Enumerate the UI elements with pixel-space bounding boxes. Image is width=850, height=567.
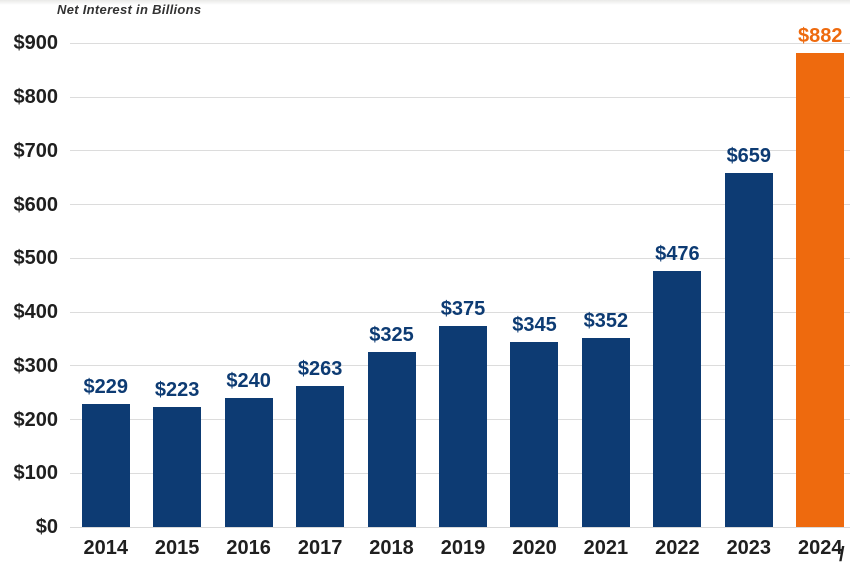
bar-2018 (367, 352, 416, 527)
bar-value-label: $240 (226, 370, 271, 393)
gridline (70, 311, 850, 313)
bar-value-label: $229 (83, 375, 128, 398)
x-tick-label: 2024 (798, 537, 843, 559)
x-tick-label: 2014 (83, 537, 128, 559)
footnote-mark: / (839, 544, 845, 566)
y-tick-label: $100 (13, 462, 59, 485)
bar-value-label: $263 (297, 357, 343, 380)
y-tick-label: $800 (13, 86, 59, 109)
bar-2021 (581, 337, 630, 527)
y-tick-label: $600 (13, 193, 59, 216)
chart-title: Net Interest in Billions (57, 2, 202, 17)
gridline (70, 150, 850, 152)
y-tick-label: $400 (13, 301, 59, 324)
x-tick-label: 2018 (369, 537, 414, 559)
bar-value-label: $223 (154, 379, 200, 402)
x-tick-label: 2021 (583, 537, 629, 559)
y-tick-label: $0 (35, 516, 58, 538)
gridline (70, 257, 850, 259)
x-tick-label: 2017 (297, 537, 343, 559)
bar-value-label: $375 (440, 297, 486, 320)
x-tick-label: 2016 (226, 537, 271, 559)
x-tick-label: 2023 (726, 537, 772, 559)
window-top-edge (0, 0, 850, 5)
bar-value-label: $325 (369, 324, 414, 347)
bar-value-label: $882 (798, 25, 843, 48)
y-tick-label: $500 (13, 247, 59, 270)
gridline (70, 96, 850, 98)
bar-2019 (439, 325, 487, 527)
bar-value-label: $476 (655, 243, 700, 266)
bar-2022 (653, 271, 702, 527)
bar-2014 (81, 403, 130, 527)
gridline (70, 42, 850, 44)
y-tick-label: $700 (13, 139, 59, 162)
y-tick-label: $900 (13, 32, 59, 55)
x-tick-label: 2019 (440, 537, 486, 559)
bar-2020 (510, 341, 559, 527)
y-tick-label: $300 (13, 354, 59, 377)
gridline (70, 526, 850, 528)
bar-2024 (796, 53, 845, 527)
x-tick-label: 2022 (655, 537, 700, 559)
x-tick-label: 2020 (512, 537, 557, 559)
x-tick-label: 2015 (154, 537, 200, 559)
gridline (70, 204, 850, 206)
bar-2023 (724, 172, 773, 527)
bar-2017 (296, 385, 345, 527)
bar-value-label: $345 (512, 313, 557, 336)
bar-2015 (153, 407, 202, 527)
y-tick-label: $200 (13, 408, 59, 431)
bar-value-label: $352 (583, 309, 629, 332)
bar-value-label: $659 (726, 144, 772, 167)
bar-2016 (224, 398, 273, 527)
